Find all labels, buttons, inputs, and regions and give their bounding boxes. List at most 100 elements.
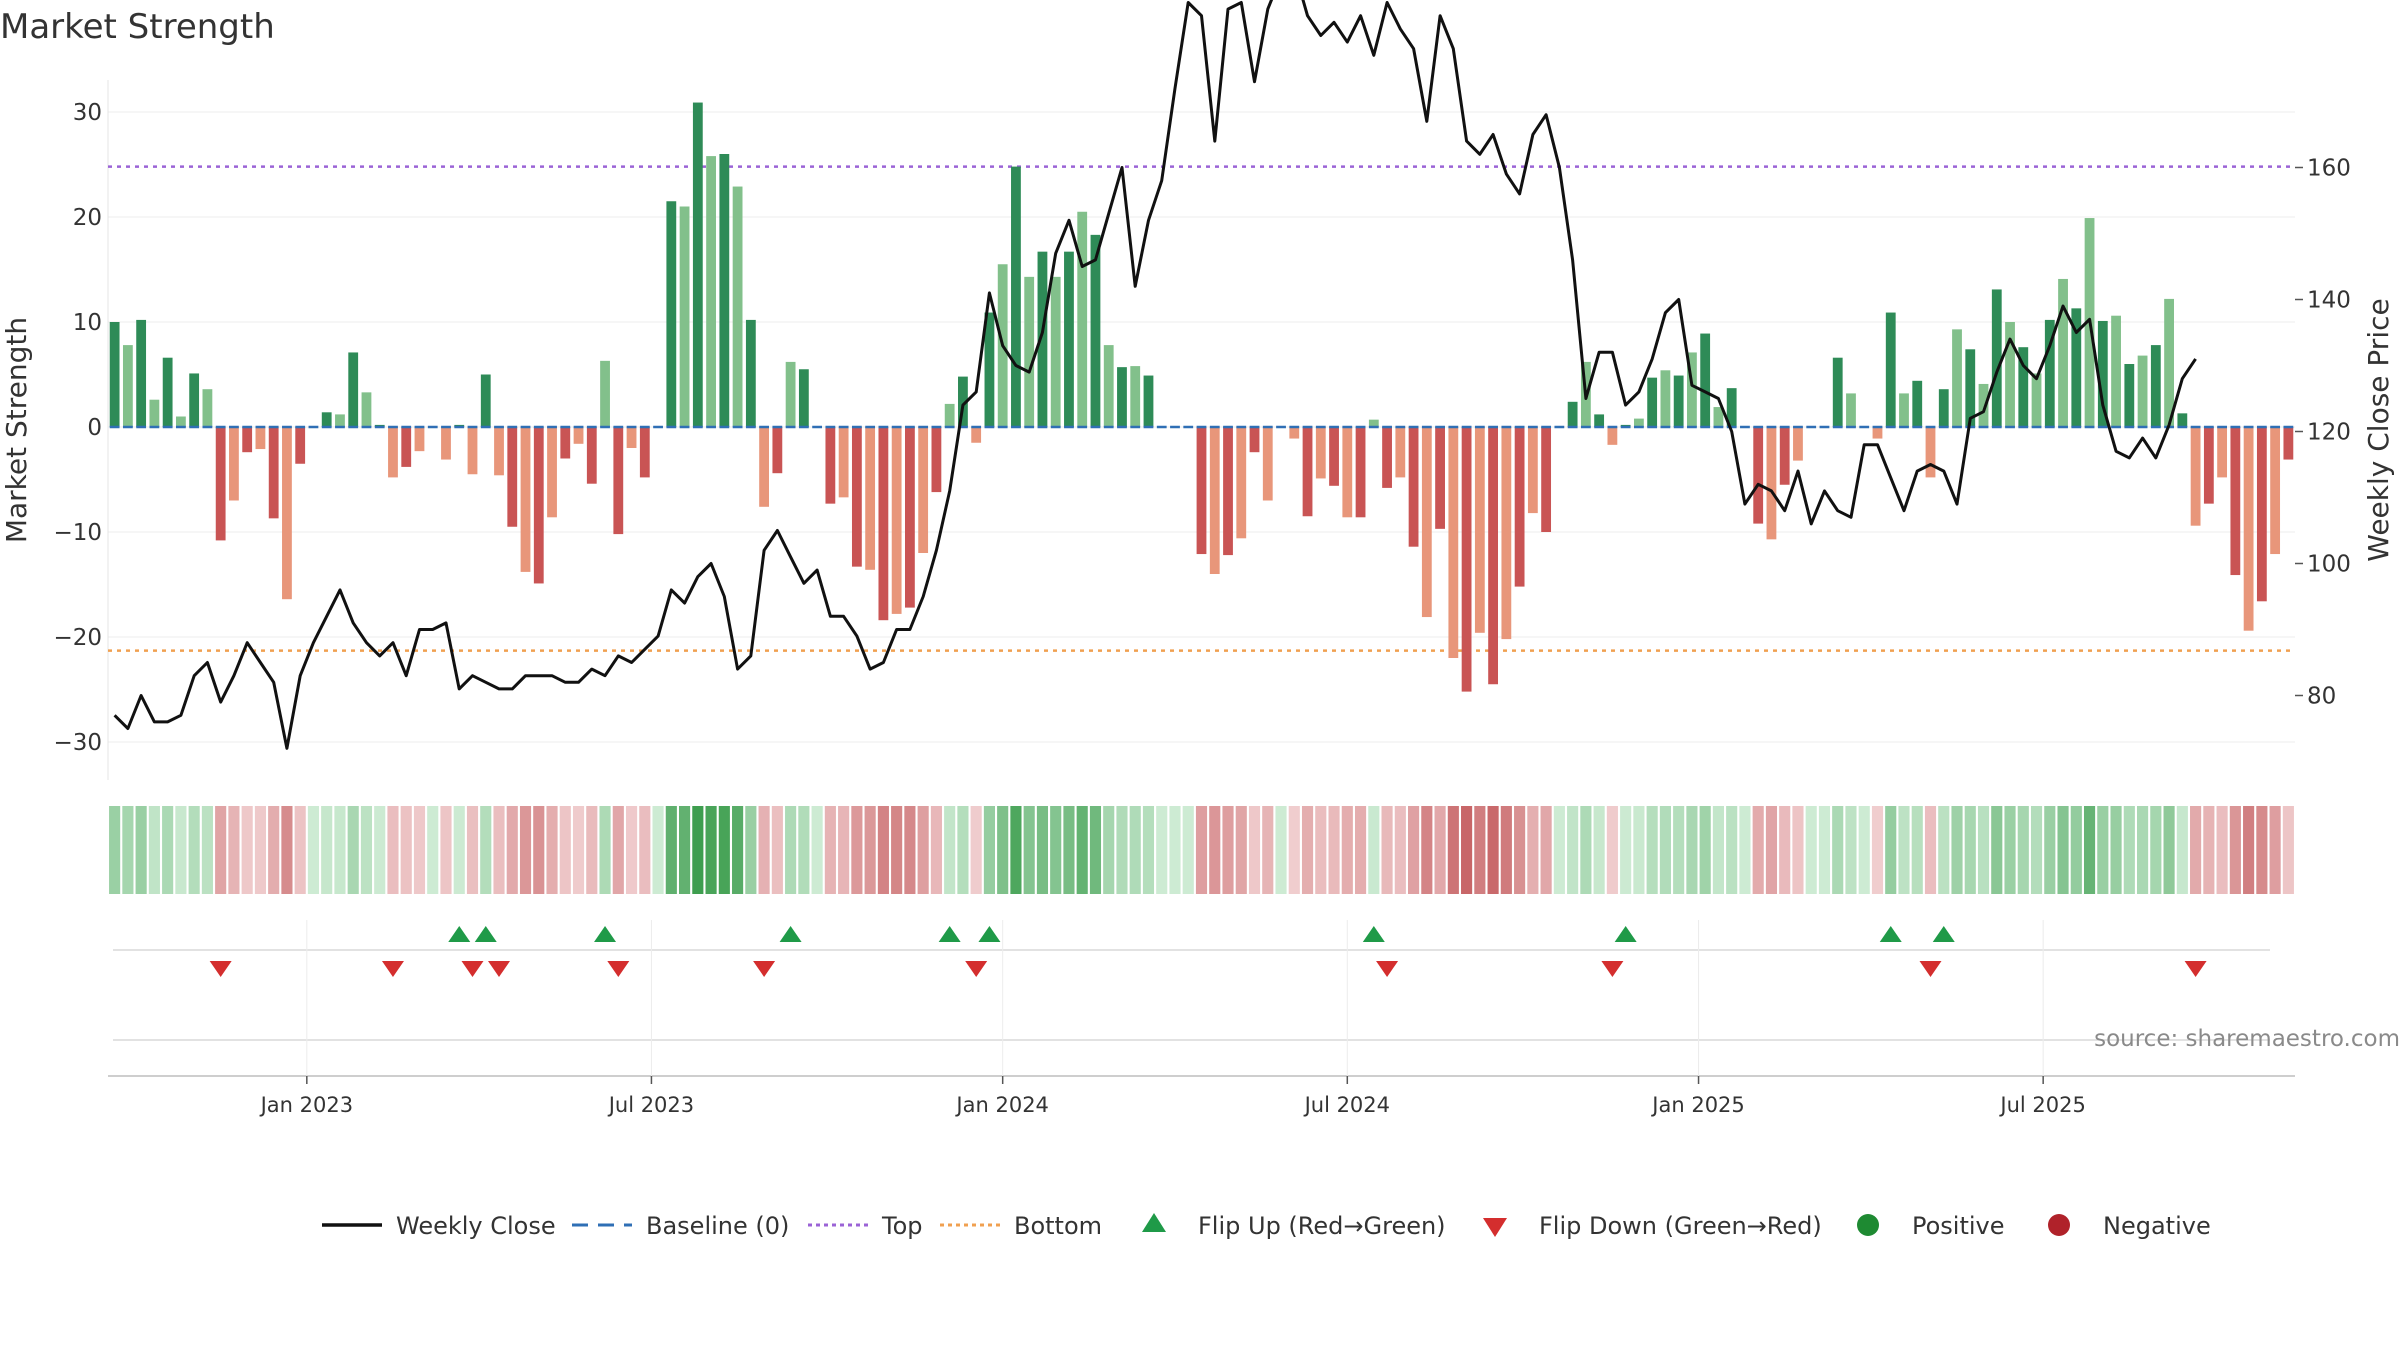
strength-bar [1262, 427, 1273, 501]
legend-item-bottom: Bottom [940, 1212, 1102, 1240]
heat-cell [2044, 806, 2056, 894]
date-tick-label: Jul 2023 [607, 1093, 694, 1117]
heat-cell [480, 806, 492, 894]
date-tick-label: Jan 2023 [259, 1093, 354, 1117]
heat-cell [347, 806, 359, 894]
legend-label: Top [881, 1212, 923, 1240]
flip-down-marker [1601, 961, 1624, 977]
heat-cell [1050, 806, 1062, 894]
y2-tick-label: 140 [2307, 288, 2351, 314]
heat-cell [506, 806, 518, 894]
strength-bar [467, 427, 478, 475]
y2-tick-label: 120 [2307, 420, 2351, 446]
y-tick-label: −20 [53, 625, 102, 651]
heat-cell [1116, 806, 1128, 894]
heat-cell [1315, 806, 1327, 894]
heat-cell [1500, 806, 1512, 894]
strength-bar [295, 427, 306, 464]
strength-bar [414, 427, 425, 452]
y-tick-label: 0 [87, 415, 102, 441]
strength-bar [282, 427, 292, 600]
y2-tick-label: 80 [2307, 684, 2336, 710]
strength-bar [958, 376, 968, 427]
strength-bar [2137, 355, 2148, 427]
strength-bar [1647, 377, 1658, 427]
heat-cell [228, 806, 240, 894]
y2-tick-label: 100 [2307, 552, 2351, 578]
strength-bar [2097, 320, 2108, 427]
strength-bar [1289, 427, 1300, 439]
heat-cell [2216, 806, 2228, 894]
heat-cell [2229, 806, 2241, 894]
strength-bar [547, 427, 557, 518]
strength-bar [1978, 383, 1989, 427]
heat-cell [1434, 806, 1446, 894]
strength-bar [1925, 427, 1936, 478]
heat-cell [1527, 806, 1539, 894]
heat-cell [307, 806, 320, 894]
heat-cell [1818, 806, 1831, 894]
strength-bar [348, 352, 359, 427]
strength-bar [759, 427, 770, 507]
y-axis-right: 160 140 120 100 80 [2295, 156, 2351, 710]
heat-cell [268, 806, 280, 894]
heat-cell [1394, 806, 1406, 894]
strength-bar [1050, 276, 1061, 427]
strength-bar [1567, 401, 1578, 427]
heat-cell [2017, 806, 2029, 894]
flip-up-marker [779, 926, 802, 942]
heat-cell [1036, 806, 1049, 894]
heat-cell [1288, 806, 1300, 894]
strength-bar [1408, 427, 1419, 547]
heat-cell [321, 806, 333, 894]
heat-cell [864, 806, 876, 894]
strength-bar [692, 102, 703, 428]
strength-bar [2018, 347, 2029, 427]
y-tick-label: 10 [73, 310, 102, 336]
heat-cell [1487, 806, 1499, 894]
heat-cell [771, 806, 783, 894]
strength-bar [931, 427, 942, 493]
strength-bar [2044, 319, 2055, 427]
heat-cell [1752, 806, 1764, 894]
heat-cell [175, 806, 187, 894]
heat-cell [758, 806, 770, 894]
heat-cell [625, 806, 638, 894]
close-line-group [113, 0, 2197, 750]
date-axis: Jan 2023 Jul 2023 Jan 2024 Jul 2024 Jan 2025… [259, 920, 2086, 1117]
heat-cell [904, 806, 916, 894]
heat-cell [983, 806, 995, 894]
strength-bar [507, 427, 518, 527]
heat-cell [1977, 806, 1990, 894]
heat-cell [2110, 806, 2122, 894]
strength-bar [1461, 427, 1472, 692]
legend-circle [1857, 1214, 1879, 1236]
strength-bar [2005, 322, 2015, 427]
heat-cell [2057, 806, 2069, 894]
heat-cell [732, 806, 744, 894]
heat-cell [1553, 806, 1565, 894]
strength-bar [2164, 298, 2174, 427]
strength-heat-strip [109, 806, 2294, 894]
strength-bar [2177, 413, 2188, 427]
heat-cell [1964, 806, 1976, 894]
heat-cell [891, 806, 903, 894]
strength-bar [825, 427, 836, 504]
strength-bar [2071, 308, 2082, 427]
strength-bar [944, 403, 955, 427]
strength-bar [255, 427, 266, 450]
strength-bar [1753, 427, 1764, 524]
heat-cell [2150, 806, 2162, 894]
strength-bar [865, 427, 876, 570]
strength-bar [1223, 427, 1233, 556]
strength-bar [1687, 352, 1697, 427]
heat-cell [2030, 806, 2043, 894]
heat-cell [1341, 806, 1353, 894]
heat-cell [546, 806, 558, 894]
strength-bar [175, 416, 186, 427]
heat-cell [1182, 806, 1194, 894]
strength-bar [1474, 427, 1485, 633]
heat-cell [2097, 806, 2109, 894]
strength-bar [984, 312, 995, 427]
heat-cell [1010, 806, 1022, 894]
